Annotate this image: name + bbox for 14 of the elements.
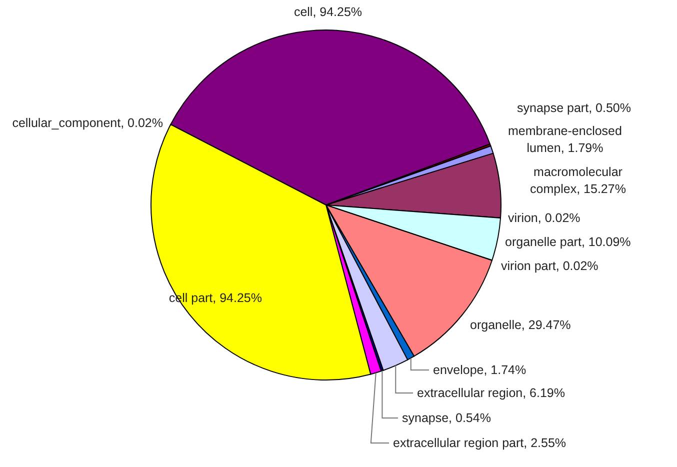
slice-label: extracellular region part, 2.55%	[393, 436, 566, 450]
slice-label: synapse, 0.54%	[402, 411, 491, 425]
slice-label: virion part, 0.02%	[501, 259, 598, 273]
slice-label: organelle part, 10.09%	[505, 235, 631, 249]
slice-label: cell part, 94.25%	[168, 291, 262, 305]
slice-label: cellular_component, 0.02%	[12, 116, 163, 130]
slice-label: virion, 0.02%	[508, 211, 580, 225]
slice-label: synapse part, 0.50%	[517, 101, 631, 115]
slice-label: envelope, 1.74%	[433, 363, 526, 377]
slice-label: organelle, 29.47%	[470, 318, 571, 332]
slice-label: macromolecular complex, 15.27%	[530, 165, 626, 196]
slice-label: extracellular region, 6.19%	[417, 386, 565, 400]
slice-label: membrane-enclosed lumen, 1.79%	[508, 124, 622, 155]
slice-label: cell, 94.25%	[294, 5, 362, 19]
